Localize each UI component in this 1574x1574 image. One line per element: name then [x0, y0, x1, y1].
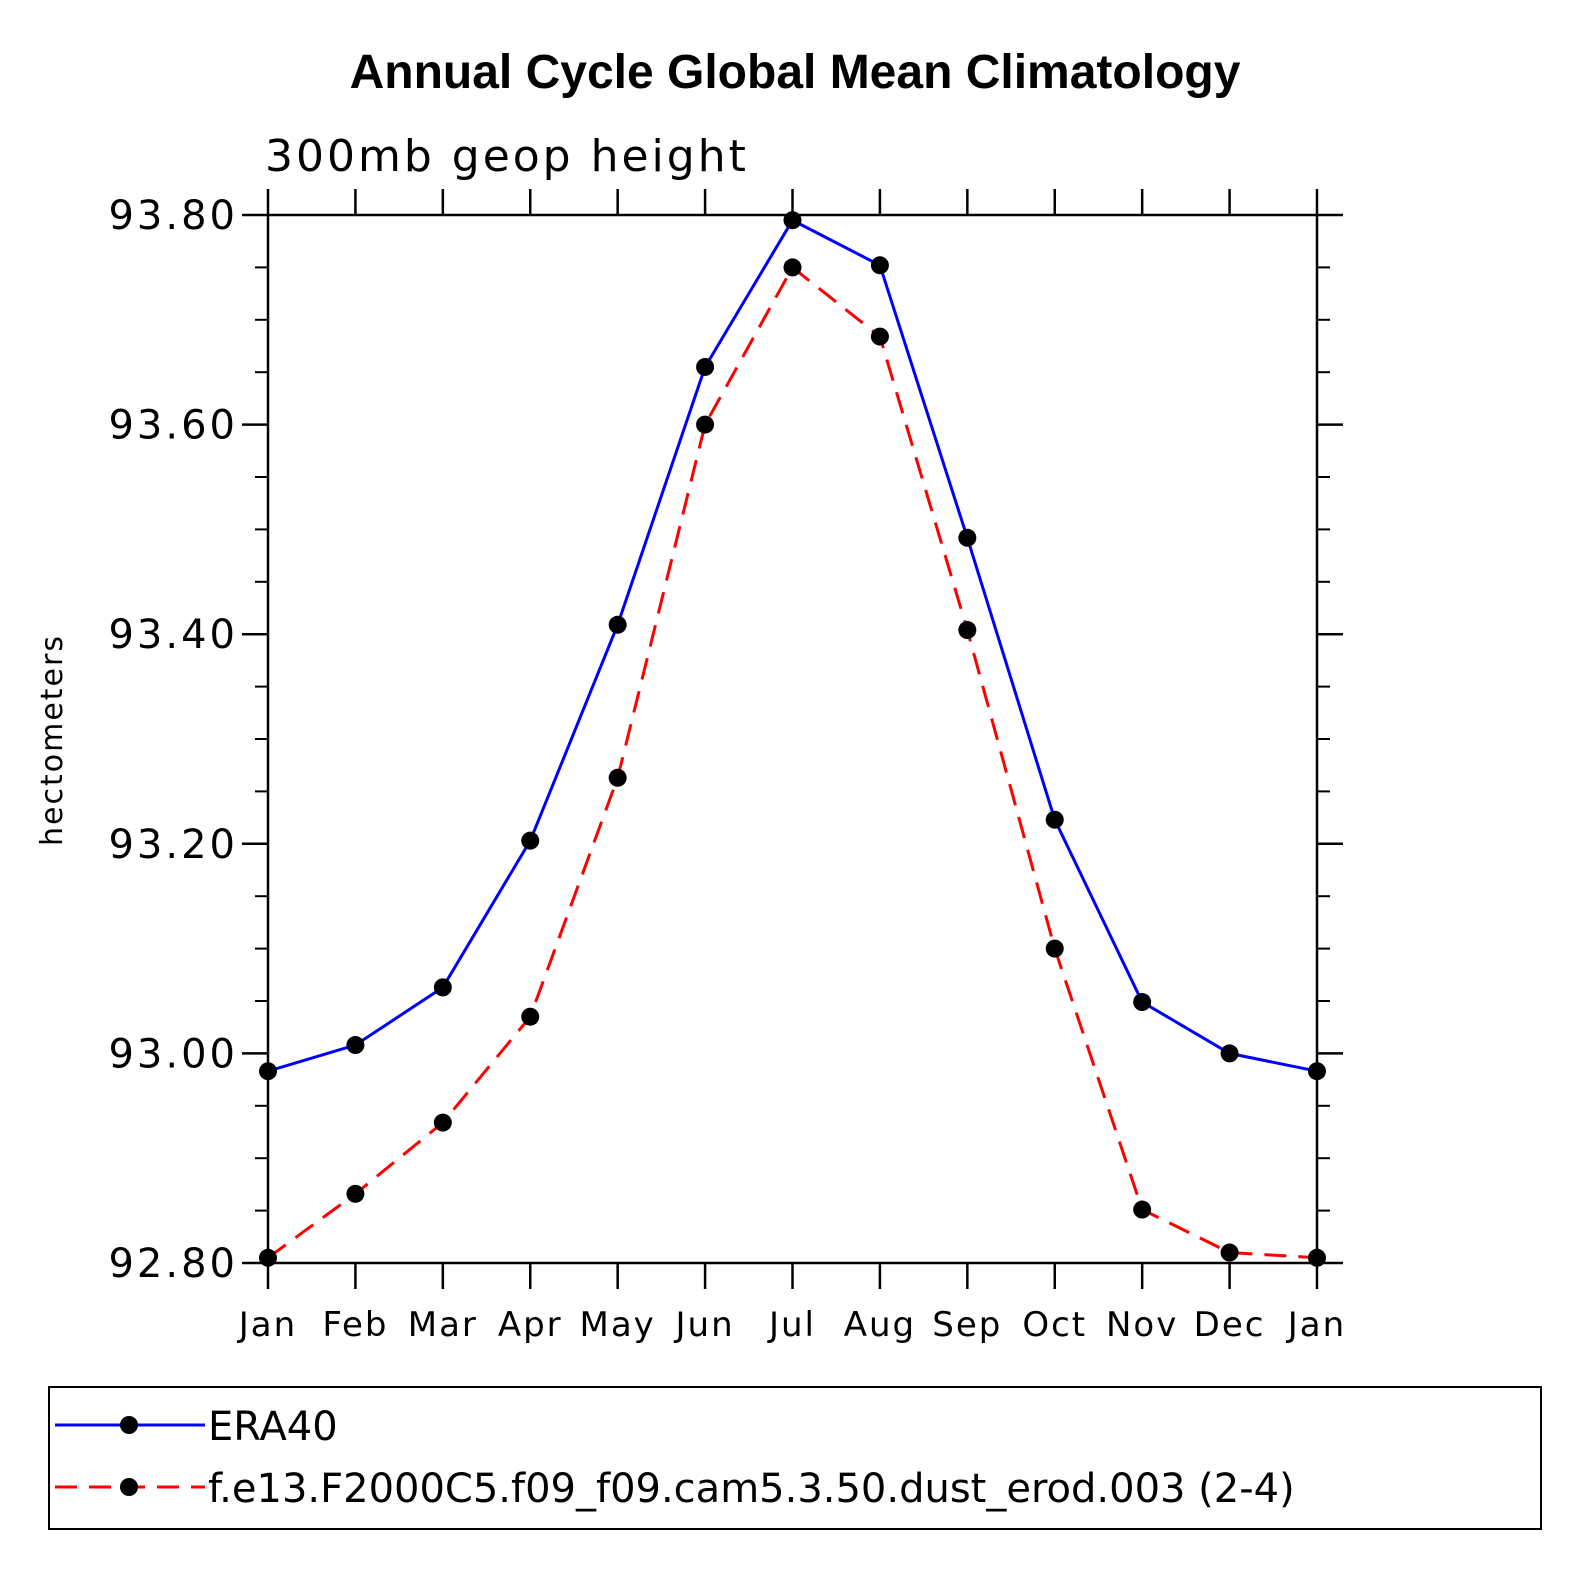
series-1-point — [1133, 1200, 1152, 1219]
x-tick-label: Apr — [498, 1305, 563, 1345]
y-tick-label: 93.40 — [108, 612, 238, 658]
y-tick-label: 93.00 — [108, 1031, 238, 1077]
y-tick-labels: 92.80 93.00 93.20 93.40 93.60 93.80 — [108, 193, 238, 1287]
series-1-point — [346, 1184, 365, 1203]
series-1-point — [259, 1248, 277, 1267]
series-line-1 — [267, 265, 1318, 1260]
series-1-point — [958, 621, 977, 640]
axis-ticks — [242, 189, 1343, 1289]
legend-marker-era40 — [120, 1416, 138, 1434]
series-1-point — [696, 415, 715, 434]
x-tick-label: Mar — [408, 1305, 478, 1345]
series-0-point — [1133, 993, 1152, 1012]
series-0-point — [783, 211, 802, 230]
series-1-point — [1308, 1248, 1326, 1267]
x-tick-label: Oct — [1022, 1305, 1087, 1345]
legend: ERA40 f.e13.F2000C5.f09_f09.cam5.3.50.du… — [48, 1386, 1542, 1530]
series-0-point — [870, 256, 889, 275]
x-tick-label: Jan — [1286, 1305, 1346, 1345]
x-tick-label: Sep — [932, 1305, 1002, 1345]
legend-marker-dust-erod — [120, 1478, 138, 1496]
y-tick-label: 93.80 — [108, 193, 238, 239]
y-tick-label: 92.80 — [108, 1241, 238, 1287]
x-tick-label: Jan — [237, 1305, 297, 1345]
x-tick-labels: Jan Feb Mar Apr May Jun Jul Aug Sep Oct Nov Dec Jan — [237, 1305, 1346, 1345]
series-0-point — [259, 1062, 277, 1081]
series-0-point — [958, 528, 977, 547]
x-tick-label: May — [580, 1305, 656, 1345]
y-tick-label: 93.60 — [108, 403, 238, 449]
chart-title: Annual Cycle Global Mean Climatology — [350, 46, 1241, 99]
x-tick-label: Jul — [767, 1305, 816, 1345]
series-1-point — [608, 768, 627, 787]
series-0-point — [1045, 810, 1064, 829]
legend-label-dust-erod: f.e13.F2000C5.f09_f09.cam5.3.50.dust_ero… — [208, 1466, 1295, 1512]
series-0-point — [608, 615, 627, 634]
series-1-point — [521, 1007, 540, 1026]
series-0-point — [521, 831, 540, 850]
series-markers — [259, 211, 1326, 1267]
x-tick-label: Aug — [844, 1305, 916, 1345]
x-tick-label: Nov — [1106, 1305, 1178, 1345]
series-1-point — [433, 1113, 452, 1132]
y-tick-label: 93.20 — [108, 822, 238, 868]
series-0-point — [433, 978, 452, 997]
x-tick-label: Feb — [322, 1305, 388, 1345]
y-axis-label: hectometers — [35, 634, 70, 846]
series-lines — [267, 218, 1318, 1260]
legend-box — [48, 1386, 1542, 1530]
series-0-point — [1308, 1062, 1326, 1081]
series-1-point — [870, 327, 889, 346]
plot-frame — [266, 213, 1319, 1265]
series-line-0 — [267, 218, 1318, 1073]
legend-label-era40: ERA40 — [208, 1404, 338, 1450]
series-1-point — [1045, 939, 1064, 958]
chart-subtitle: 300mb geop height — [265, 131, 749, 182]
series-0-point — [1220, 1044, 1239, 1063]
series-1-point — [783, 258, 802, 277]
series-0-point — [346, 1036, 365, 1055]
x-tick-label: Dec — [1194, 1305, 1266, 1345]
series-1-point — [1220, 1243, 1239, 1262]
x-tick-label: Jun — [674, 1305, 735, 1345]
series-0-point — [696, 357, 715, 376]
